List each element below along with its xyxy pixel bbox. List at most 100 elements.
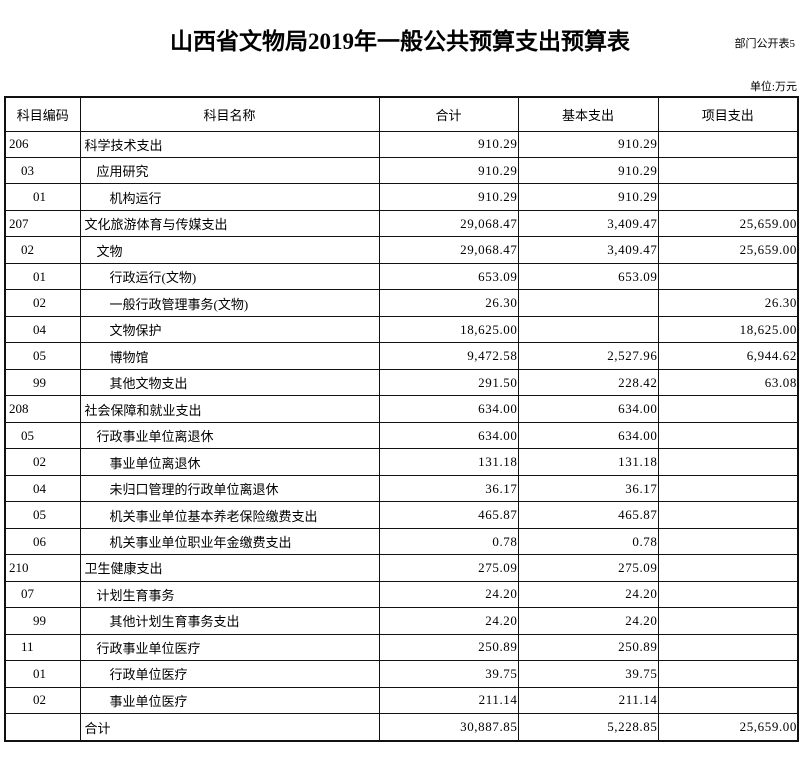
basic-expenditure-cell: 250.89 xyxy=(517,633,659,662)
subject-name-cell: 文物 xyxy=(79,236,380,264)
subject-name-cell: 行政运行(文物) xyxy=(79,262,380,291)
project-expenditure-cell: 6,944.62 xyxy=(657,342,799,370)
total-cell: 250.89 xyxy=(378,633,519,662)
project-expenditure-cell xyxy=(657,607,799,635)
basic-expenditure-cell: 910.29 xyxy=(517,130,659,158)
project-expenditure-cell: 25,659.00 xyxy=(657,236,799,264)
subject-name-cell: 机关事业单位基本养老保险缴费支出 xyxy=(79,501,380,529)
subject-name-cell: 事业单位医疗 xyxy=(79,686,380,715)
subject-code-cell xyxy=(4,713,81,742)
basic-expenditure-cell: 0.78 xyxy=(517,527,659,556)
table-row: 02 一般行政管理事务(文物) 26.30 26.30 xyxy=(4,289,799,317)
basic-expenditure-cell: 634.00 xyxy=(517,395,659,423)
page-title: 山西省文物局2019年一般公共预算支出预算表 xyxy=(170,29,630,54)
table-row: 99 其他文物支出 291.50 228.42 63.08 xyxy=(4,368,799,397)
subject-code-cell: 01 xyxy=(4,262,81,291)
subject-code-cell: 99 xyxy=(4,368,81,397)
subject-code-cell: 06 xyxy=(4,527,81,556)
budget-table: 科目编码 科目名称 合计 基本支出 项目支出 206 科学技术支出 910.29 91… xyxy=(4,96,799,742)
subject-code-cell: 05 xyxy=(4,342,81,370)
subject-code-cell: 210 xyxy=(4,554,81,582)
total-cell: 910.29 xyxy=(378,183,519,211)
unit-note: 单位:万元 xyxy=(749,81,797,93)
total-cell: 131.18 xyxy=(378,448,519,476)
table-row: 01 机构运行 910.29 910.29 xyxy=(4,183,799,211)
doc-public-table-label: 部门公开表5 xyxy=(734,38,796,50)
table-row: 06 机关事业单位职业年金缴费支出 0.78 0.78 xyxy=(4,527,799,556)
column-header-total: 合计 xyxy=(378,96,519,132)
basic-expenditure-cell: 39.75 xyxy=(517,660,659,688)
project-expenditure-cell xyxy=(657,554,799,582)
total-cell: 634.00 xyxy=(378,395,519,423)
table-row: 07 计划生育事务 24.20 24.20 xyxy=(4,580,799,609)
basic-expenditure-cell: 3,409.47 xyxy=(517,209,659,238)
total-cell: 910.29 xyxy=(378,130,519,158)
total-cell: 30,887.85 xyxy=(378,713,519,742)
basic-expenditure-cell: 2,527.96 xyxy=(517,342,659,370)
subject-name-cell: 行政单位医疗 xyxy=(79,660,380,688)
subject-code-cell: 11 xyxy=(4,633,81,662)
table-row: 99 其他计划生育事务支出 24.20 24.20 xyxy=(4,607,799,635)
project-expenditure-cell xyxy=(657,660,799,688)
total-cell: 24.20 xyxy=(378,607,519,635)
subject-code-cell: 02 xyxy=(4,448,81,476)
subject-name-cell: 机关事业单位职业年金缴费支出 xyxy=(79,527,380,556)
project-expenditure-cell xyxy=(657,580,799,609)
basic-expenditure-cell: 24.20 xyxy=(517,580,659,609)
project-expenditure-cell: 25,659.00 xyxy=(657,209,799,238)
total-cell: 634.00 xyxy=(378,421,519,450)
subject-code-cell: 02 xyxy=(4,289,81,317)
subject-name-cell: 事业单位离退休 xyxy=(79,448,380,476)
subject-code-cell: 05 xyxy=(4,501,81,529)
table-row: 03 应用研究 910.29 910.29 xyxy=(4,156,799,185)
total-cell: 0.78 xyxy=(378,527,519,556)
total-cell: 29,068.47 xyxy=(378,236,519,264)
basic-expenditure-cell: 634.00 xyxy=(517,421,659,450)
total-cell: 653.09 xyxy=(378,262,519,291)
project-expenditure-cell xyxy=(657,421,799,450)
project-expenditure-cell xyxy=(657,501,799,529)
basic-expenditure-cell: 275.09 xyxy=(517,554,659,582)
table-row: 05 行政事业单位离退休 634.00 634.00 xyxy=(4,421,799,450)
total-cell: 211.14 xyxy=(378,686,519,715)
total-cell: 24.20 xyxy=(378,580,519,609)
subject-code-cell: 04 xyxy=(4,474,81,503)
subject-code-cell: 02 xyxy=(4,236,81,264)
total-cell: 910.29 xyxy=(378,156,519,185)
column-header-project-expenditure: 项目支出 xyxy=(657,96,799,132)
budget-table-body: 206 科学技术支出 910.29 910.29 03 应用研究 910.29 910.29 0… xyxy=(4,130,799,742)
basic-expenditure-cell: 131.18 xyxy=(517,448,659,476)
subject-code-cell: 02 xyxy=(4,686,81,715)
subject-name-cell: 合计 xyxy=(79,713,380,742)
subject-name-cell: 卫生健康支出 xyxy=(79,554,380,582)
subject-name-cell: 应用研究 xyxy=(79,156,380,185)
subject-name-cell: 科学技术支出 xyxy=(79,130,380,158)
basic-expenditure-cell: 228.42 xyxy=(517,368,659,397)
table-row: 208 社会保障和就业支出 634.00 634.00 xyxy=(4,395,799,423)
basic-expenditure-cell: 910.29 xyxy=(517,156,659,185)
table-row: 206 科学技术支出 910.29 910.29 xyxy=(4,130,799,158)
project-expenditure-cell: 26.30 xyxy=(657,289,799,317)
project-expenditure-cell xyxy=(657,395,799,423)
project-expenditure-cell xyxy=(657,262,799,291)
table-row: 01 行政单位医疗 39.75 39.75 xyxy=(4,660,799,688)
subject-name-cell: 机构运行 xyxy=(79,183,380,211)
total-cell: 18,625.00 xyxy=(378,315,519,344)
project-expenditure-cell xyxy=(657,633,799,662)
table-row: 04 未归口管理的行政单位离退休 36.17 36.17 xyxy=(4,474,799,503)
subject-code-cell: 01 xyxy=(4,183,81,211)
total-cell: 36.17 xyxy=(378,474,519,503)
total-row: 合计 30,887.85 5,228.85 25,659.00 xyxy=(4,713,799,742)
total-cell: 39.75 xyxy=(378,660,519,688)
project-expenditure-cell xyxy=(657,686,799,715)
total-cell: 26.30 xyxy=(378,289,519,317)
project-expenditure-cell xyxy=(657,156,799,185)
subject-name-cell: 其他计划生育事务支出 xyxy=(79,607,380,635)
basic-expenditure-cell xyxy=(517,315,659,344)
project-expenditure-cell: 18,625.00 xyxy=(657,315,799,344)
subject-name-cell: 文化旅游体育与传媒支出 xyxy=(79,209,380,238)
subject-name-cell: 文物保护 xyxy=(79,315,380,344)
table-row: 11 行政事业单位医疗 250.89 250.89 xyxy=(4,633,799,662)
column-header-basic-expenditure: 基本支出 xyxy=(517,96,659,132)
basic-expenditure-cell xyxy=(517,289,659,317)
